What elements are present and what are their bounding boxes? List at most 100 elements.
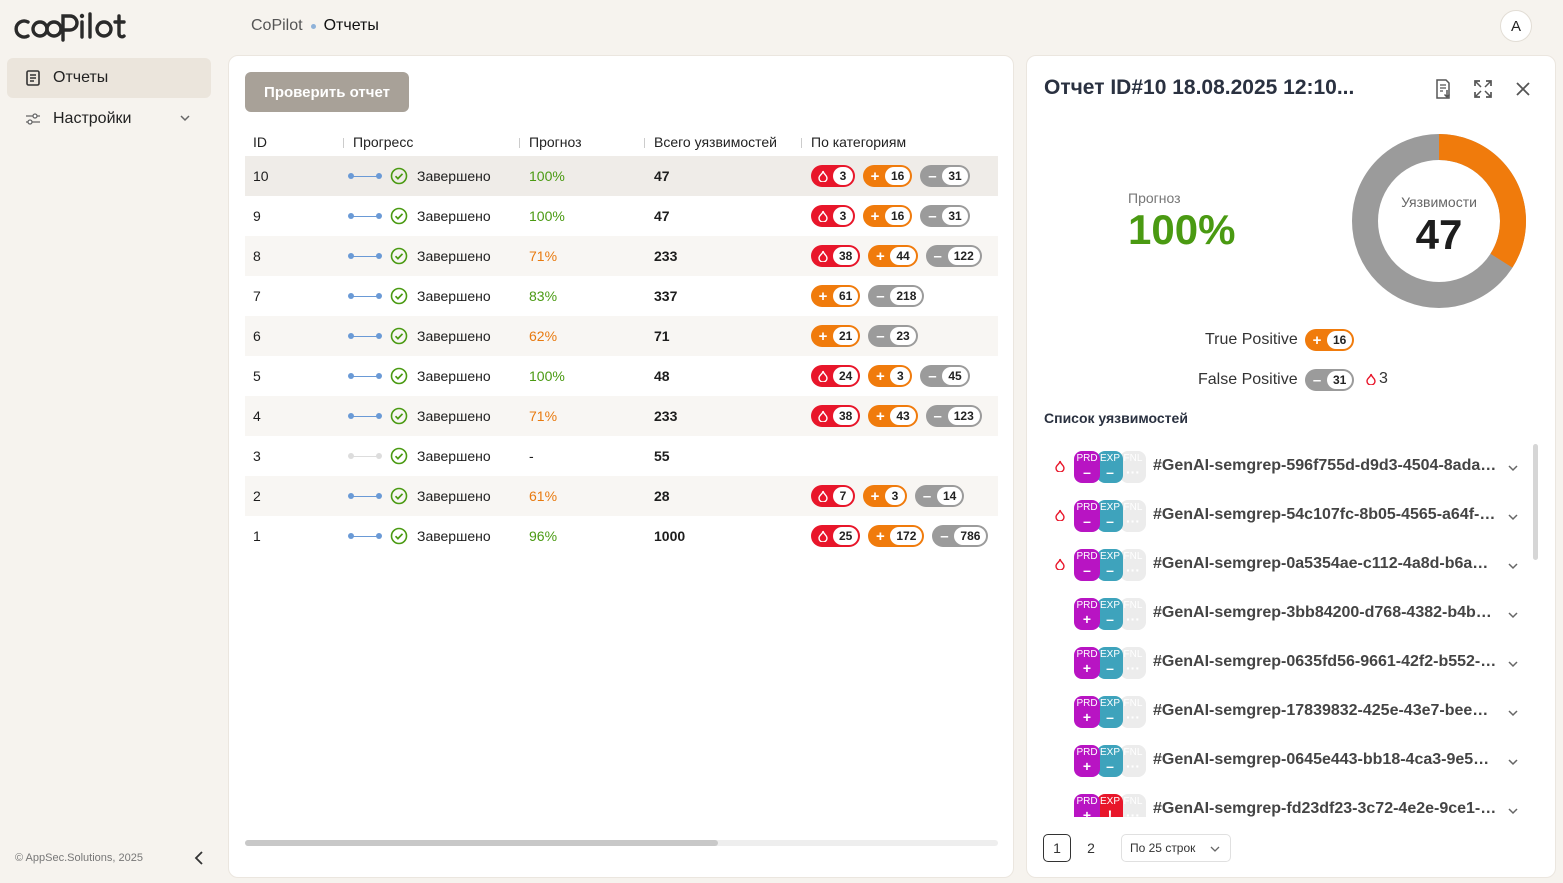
category-count: 3 — [833, 207, 853, 225]
false-positive-label: False Positive — [1198, 371, 1298, 388]
vulnerability-item[interactable]: FNL ··· EXP – PRD + #GenAI-semgrep-0635fd56… — [1027, 639, 1537, 688]
chevron-down-icon[interactable] — [1507, 707, 1519, 719]
horizontal-scrollbar[interactable] — [245, 840, 998, 846]
table-row[interactable]: 7 Завершено 83% 337 +61–218 — [245, 276, 998, 316]
cell-categories: 25 +172–786 — [811, 516, 989, 556]
cell-total: 48 — [654, 368, 670, 384]
cell-progress: Завершено — [348, 356, 491, 396]
column-header-categories[interactable]: По категориям — [811, 134, 907, 150]
status-badges: FNL ··· EXP – PRD + — [1074, 745, 1148, 777]
status-text: Завершено — [417, 368, 491, 384]
status-badges: FNL ··· EXP – PRD + — [1074, 647, 1148, 679]
table-row[interactable]: 10 Завершено 100% 47 3 +16–31 — [245, 156, 998, 196]
fnl-badge: FNL ··· — [1120, 598, 1146, 630]
scrollbar-thumb[interactable] — [245, 840, 718, 846]
vulnerability-item[interactable]: FNL ··· EXP – PRD – #GenAI-semgrep-0a5354ae… — [1027, 541, 1537, 590]
critical-count-badge: 38 — [811, 405, 861, 427]
collapse-sidebar-icon[interactable] — [191, 849, 209, 867]
category-count: 172 — [890, 527, 923, 545]
flame-icon — [813, 250, 833, 262]
avatar[interactable]: A — [1500, 10, 1532, 42]
status-text: Завершено — [417, 208, 491, 224]
vulnerability-name: #GenAI-semgrep-fd23df23-3c72-4e2e-9ce1-b… — [1153, 800, 1497, 817]
cell-forecast: 83% — [529, 288, 558, 304]
category-count: 43 — [890, 407, 916, 425]
true-positive-count-badge: +43 — [868, 405, 918, 427]
report-detail-title: Отчет ID#10 18.08.2025 12:10... — [1044, 76, 1355, 99]
minus-icon: – — [940, 527, 949, 545]
page-button-2[interactable]: 2 — [1087, 840, 1095, 856]
vulnerability-name: #GenAI-semgrep-0645e443-bb18-4ca3-9e55-.… — [1153, 751, 1497, 768]
critical-count-badge: 25 — [811, 525, 861, 547]
false-positive-count: 31 — [1327, 371, 1353, 389]
table-row[interactable]: 1 Завершено 96% 1000 25 +172–786 — [245, 516, 998, 556]
category-count: 786 — [954, 527, 987, 545]
chevron-down-icon[interactable] — [1507, 511, 1519, 523]
false-positive-critical-count: 3 — [1379, 370, 1388, 387]
false-positive-count-badge: –45 — [920, 365, 970, 387]
cell-total: 1000 — [654, 528, 686, 544]
prd-badge: PRD + — [1074, 794, 1100, 817]
flame-icon — [813, 370, 833, 382]
plus-icon: + — [870, 207, 880, 225]
sliders-icon — [25, 111, 41, 127]
progress-steps-icon — [348, 451, 382, 461]
vulnerability-list-title: Список уязвимостей — [1044, 410, 1188, 426]
chevron-down-icon[interactable] — [1507, 805, 1519, 817]
vulnerability-item[interactable]: FNL ··· EXP – PRD + #GenAI-semgrep-17839832… — [1027, 688, 1537, 737]
page-button-1[interactable]: 1 — [1043, 834, 1071, 862]
chevron-down-icon[interactable] — [1507, 462, 1519, 474]
table-row[interactable]: 5 Завершено 100% 48 24 +3–45 — [245, 356, 998, 396]
category-count: 25 — [833, 527, 859, 545]
plus-icon: + — [875, 527, 885, 545]
cell-categories: 38 +43–123 — [811, 396, 982, 436]
column-header-progress[interactable]: Прогресс — [353, 134, 414, 150]
table-header: ID Прогресс Прогноз Всего уязвимостей По… — [245, 130, 998, 156]
exp-badge: EXP – — [1097, 500, 1123, 532]
plus-icon: + — [1312, 331, 1322, 349]
vulnerability-item[interactable]: FNL ··· EXP – PRD + #GenAI-semgrep-3bb84200… — [1027, 590, 1537, 639]
expand-icon[interactable] — [1472, 78, 1494, 100]
cell-progress: Завершено — [348, 316, 491, 356]
table-row[interactable]: 3 Завершено - 55 — [245, 436, 998, 476]
vulnerability-item[interactable]: FNL ··· EXP – PRD – #GenAI-semgrep-596f755d… — [1027, 443, 1537, 492]
chevron-down-icon[interactable] — [1507, 658, 1519, 670]
pagination: 1 2 По 25 строк — [1043, 834, 1231, 862]
download-report-icon[interactable] — [1432, 78, 1454, 100]
status-text: Завершено — [417, 448, 491, 464]
rows-per-page-select[interactable]: По 25 строк — [1121, 834, 1231, 862]
check-report-button[interactable]: Проверить отчет — [245, 72, 409, 112]
category-count: 122 — [947, 247, 980, 265]
table-row[interactable]: 2 Завершено 61% 28 7 +3–14 — [245, 476, 998, 516]
column-header-id[interactable]: ID — [253, 134, 267, 150]
flame-icon — [813, 530, 833, 542]
sidebar-item-reports[interactable]: Отчеты — [7, 58, 211, 98]
false-positive-count-badge: –23 — [868, 325, 918, 347]
cell-forecast: 96% — [529, 528, 558, 544]
vulnerability-name: #GenAI-semgrep-0635fd56-9661-42f2-b552-b… — [1153, 653, 1497, 670]
table-row[interactable]: 8 Завершено 71% 233 38 +44–122 — [245, 236, 998, 276]
cell-forecast: 71% — [529, 408, 558, 424]
breadcrumb: CoPilot Отчеты — [251, 17, 379, 35]
sidebar-item-settings[interactable]: Настройки — [7, 99, 211, 139]
table-row[interactable]: 9 Завершено 100% 47 3 +16–31 — [245, 196, 998, 236]
table-row[interactable]: 4 Завершено 71% 233 38 +43–123 — [245, 396, 998, 436]
rows-per-page-value: По 25 строк — [1130, 841, 1196, 855]
category-count: 23 — [890, 327, 916, 345]
column-header-total[interactable]: Всего уязвимостей — [654, 134, 777, 150]
vulnerability-item[interactable]: FNL ··· EXP! PRD + #GenAI-semgrep-fd23df23… — [1027, 786, 1537, 817]
column-separator — [801, 138, 802, 148]
chevron-down-icon[interactable] — [1507, 609, 1519, 621]
table-row[interactable]: 6 Завершено 62% 71 +21–23 — [245, 316, 998, 356]
chevron-down-icon[interactable] — [1507, 560, 1519, 572]
close-icon[interactable] — [1512, 78, 1534, 100]
vulnerability-item[interactable]: FNL ··· EXP – PRD – #GenAI-semgrep-54c107fc… — [1027, 492, 1537, 541]
sidebar-item-label: Отчеты — [53, 69, 109, 86]
breadcrumb-root[interactable]: CoPilot — [251, 17, 303, 34]
vertical-scrollbar[interactable] — [1533, 444, 1538, 560]
status-badges: FNL ··· EXP! PRD + — [1074, 794, 1148, 817]
minus-icon: – — [922, 487, 932, 505]
chevron-down-icon[interactable] — [1507, 756, 1519, 768]
column-header-forecast[interactable]: Прогноз — [529, 134, 582, 150]
vulnerability-item[interactable]: FNL ··· EXP – PRD + #GenAI-semgrep-0645e443… — [1027, 737, 1537, 786]
